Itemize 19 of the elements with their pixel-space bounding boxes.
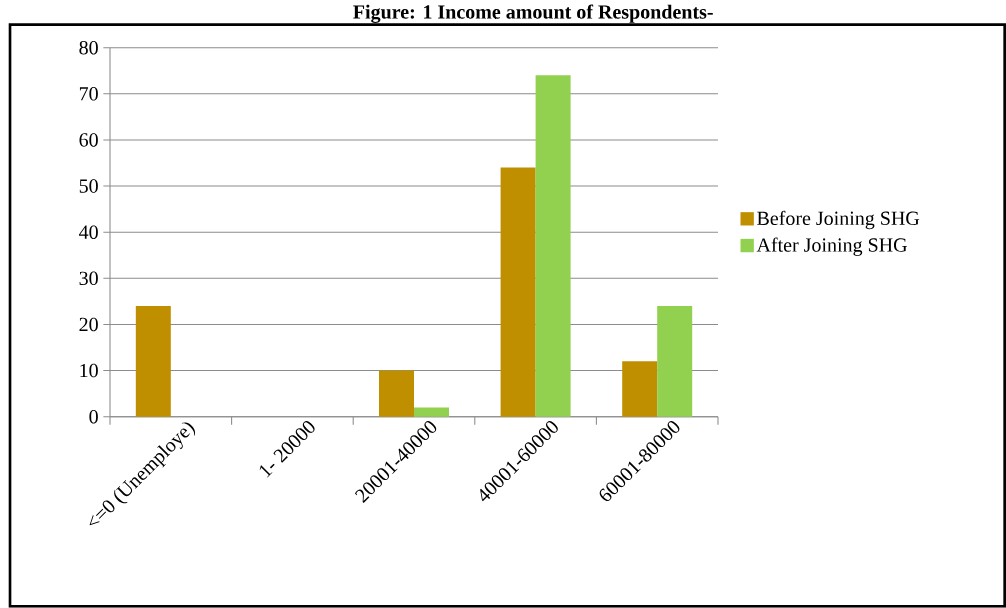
- y-tick-label: 30: [79, 271, 98, 286]
- y-tick-label: 10: [80, 363, 98, 378]
- legend-label: After Joining SHG: [756, 237, 907, 257]
- y-tick-label: 50: [79, 179, 98, 193]
- legend-label: Before Joining SHG: [757, 210, 920, 230]
- bar: [535, 75, 571, 417]
- y-tick-label: 40: [79, 225, 98, 240]
- bar: [657, 306, 693, 417]
- bar: [135, 306, 171, 417]
- bar: [622, 361, 658, 417]
- y-tick-label: 60: [79, 133, 98, 147]
- bar: [379, 370, 414, 417]
- y-tick-label: 80: [79, 41, 98, 55]
- chart-title: Figure: 1 Income amount of Respondents-: [353, 4, 713, 24]
- y-tick-label: 70: [79, 87, 98, 101]
- y-tick-label: 20: [79, 317, 98, 332]
- bar: [500, 167, 536, 417]
- bar: [414, 407, 449, 417]
- y-tick-label: 0: [89, 410, 98, 424]
